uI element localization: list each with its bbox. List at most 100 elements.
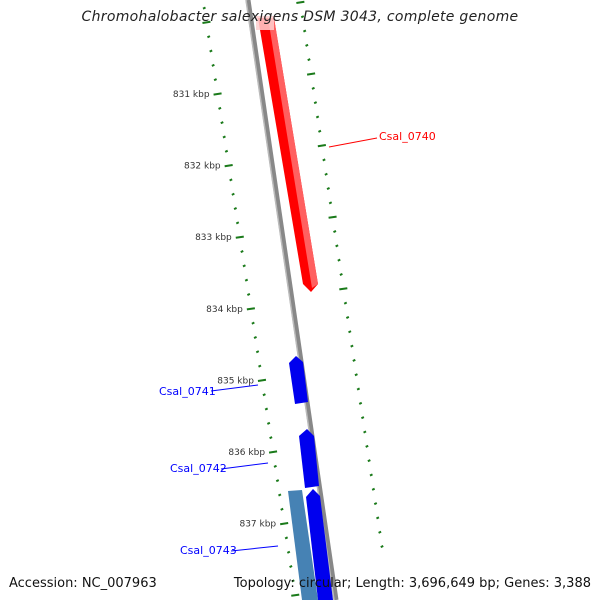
major-tick (296, 0, 305, 4)
minor-tick (324, 172, 328, 176)
gene-csal-0744[interactable] (306, 489, 333, 600)
kbp-tick-label: 837 kbp (239, 520, 276, 530)
label-leader-csal-0740 (328, 137, 378, 148)
minor-tick (233, 207, 238, 211)
minor-tick (240, 250, 244, 254)
minor-tick (284, 536, 289, 540)
kbp-tick-label: 831 kbp (173, 90, 210, 100)
kbp-tick-label: 832 kbp (184, 162, 221, 172)
minor-tick (275, 479, 280, 483)
minor-tick (363, 430, 367, 434)
minor-tick (213, 78, 218, 82)
minor-tick (278, 493, 282, 497)
minor-tick (280, 507, 284, 511)
label-leader-csal-0741 (210, 384, 259, 392)
minor-tick (269, 436, 273, 440)
major-tick (202, 20, 211, 24)
gene-csal-0742[interactable] (299, 429, 319, 488)
major-tick (280, 522, 289, 526)
minor-tick (337, 258, 341, 262)
major-tick (291, 593, 300, 597)
gene-label-csal-0741[interactable]: Csal_0741 (159, 385, 216, 398)
minor-tick (354, 373, 358, 377)
minor-tick (291, 579, 295, 583)
minor-tick (231, 192, 235, 196)
genome-backbone (245, 0, 339, 600)
label-leader-csal-0742 (220, 462, 269, 470)
major-tick (246, 307, 256, 311)
minor-tick (373, 502, 378, 506)
minor-tick (376, 516, 380, 520)
minor-tick (328, 201, 333, 205)
minor-tick (313, 101, 318, 105)
major-tick (306, 72, 316, 76)
minor-tick (305, 43, 309, 47)
minor-tick (211, 63, 215, 67)
minor-tick (273, 464, 277, 468)
minor-tick (369, 473, 373, 477)
gene-label-csal-0743[interactable]: Csal_0743 (180, 544, 237, 557)
minor-tick (367, 459, 371, 463)
minor-tick (358, 401, 363, 405)
minor-tick (315, 115, 320, 119)
minor-tick (302, 29, 307, 33)
minor-tick (350, 344, 354, 348)
accession-text: Accession: NC_007963 (9, 576, 157, 591)
genome-summary: Topology: circular; Length: 3,696,649 bp… (233, 576, 591, 591)
minor-tick (235, 221, 240, 225)
major-tick (268, 450, 278, 454)
minor-tick (246, 292, 251, 296)
minor-tick (348, 330, 352, 334)
minor-tick (335, 244, 339, 248)
minor-tick (222, 135, 226, 139)
minor-tick (253, 335, 257, 339)
minor-tick (345, 315, 350, 319)
minor-tick (220, 121, 224, 125)
minor-tick (371, 487, 376, 491)
minor-tick (224, 149, 229, 153)
major-tick (235, 235, 244, 239)
minor-tick (286, 550, 291, 554)
minor-tick (202, 6, 206, 10)
minor-tick (360, 416, 365, 420)
gene-csal-0740-shade (268, 18, 318, 288)
major-tick (328, 215, 337, 219)
kbp-tick-label: 833 kbp (195, 233, 232, 243)
gene-label-csal-0742[interactable]: Csal_0742 (170, 462, 227, 475)
minor-tick (209, 49, 213, 53)
minor-tick (266, 421, 271, 425)
gene-csal-0740-highlight (256, 16, 274, 30)
minor-tick (289, 565, 293, 569)
kbp-tick-label: 836 kbp (228, 448, 265, 458)
minor-tick (255, 350, 260, 354)
major-tick (257, 378, 267, 382)
minor-tick (380, 545, 384, 549)
map-title: Chromohalobacter salexigens DSM 3043, co… (81, 9, 519, 25)
minor-tick (356, 387, 361, 391)
minor-tick (207, 35, 211, 39)
minor-tick (300, 15, 305, 19)
gene-csal-0743[interactable] (288, 490, 318, 600)
minor-tick (218, 106, 222, 110)
gene-csal-0741[interactable] (289, 356, 308, 404)
minor-tick (352, 358, 356, 362)
minor-tick (264, 407, 269, 411)
minor-tick (307, 58, 311, 62)
minor-tick (339, 272, 343, 276)
gene-label-csal-0740[interactable]: Csal_0740 (379, 130, 436, 143)
kbp-tick-label: 834 kbp (206, 305, 243, 315)
label-leader-csal-0743 (230, 545, 279, 552)
major-tick (224, 164, 233, 168)
major-tick (339, 287, 348, 291)
minor-tick (258, 364, 262, 368)
minor-tick (311, 86, 315, 90)
minor-tick (333, 230, 337, 234)
minor-tick (322, 158, 326, 162)
minor-tick (229, 178, 233, 182)
minor-tick (318, 129, 322, 133)
major-tick (317, 144, 326, 148)
minor-tick (262, 393, 266, 397)
minor-tick (365, 444, 369, 448)
